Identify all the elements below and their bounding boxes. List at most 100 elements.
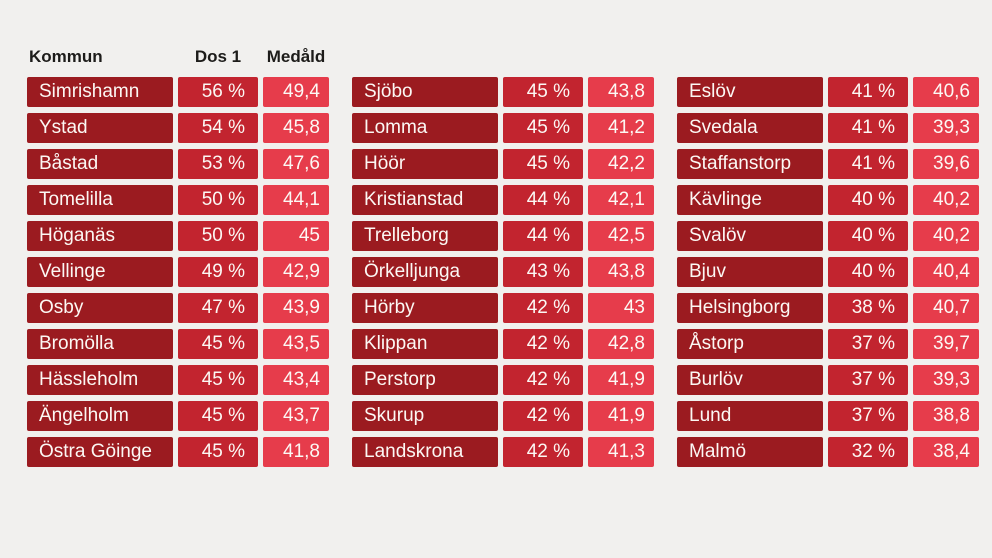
dos1-cell: 32 % [828,437,908,467]
dos1-cell: 42 % [503,329,583,359]
column-header-medald: Medåld [266,47,326,66]
table-row: Trelleborg 44 % 42,5 [352,221,654,251]
medald-cell: 40,6 [913,77,979,107]
kommun-cell: Lomma [352,113,498,143]
table-row: Östra Göinge 45 % 41,8 [27,437,329,467]
kommun-cell: Helsingborg [677,293,823,323]
kommun-cell: Vellinge [27,257,173,287]
medald-cell: 43 [588,293,654,323]
medald-cell: 39,3 [913,113,979,143]
medald-cell: 42,1 [588,185,654,215]
table-row: Höör 45 % 42,2 [352,149,654,179]
medald-cell: 40,7 [913,293,979,323]
medald-cell: 42,8 [588,329,654,359]
medald-cell: 39,7 [913,329,979,359]
dos1-cell: 47 % [178,293,258,323]
medald-cell: 38,8 [913,401,979,431]
kommun-cell: Åstorp [677,329,823,359]
dos1-cell: 45 % [178,329,258,359]
kommun-cell: Höör [352,149,498,179]
medald-cell: 43,9 [263,293,329,323]
medald-cell: 43,4 [263,365,329,395]
kommun-cell: Klippan [352,329,498,359]
dos1-cell: 42 % [503,293,583,323]
medald-cell: 39,3 [913,365,979,395]
dos1-cell: 53 % [178,149,258,179]
kommun-cell: Ystad [27,113,173,143]
kommun-cell: Kävlinge [677,185,823,215]
medald-cell: 43,8 [588,257,654,287]
table-row: Sjöbo 45 % 43,8 [352,77,654,107]
dos1-cell: 40 % [828,221,908,251]
medald-cell: 44,1 [263,185,329,215]
dos1-cell: 45 % [178,437,258,467]
table-row: Ystad 54 % 45,8 [27,113,329,143]
table-row: Ängelholm 45 % 43,7 [27,401,329,431]
table-row: Bjuv 40 % 40,4 [677,257,979,287]
table-column-3: Eslöv 41 % 40,6 Svedala 41 % 39,3 Staffanstorp… [677,77,979,467]
medald-cell: 38,4 [913,437,979,467]
medald-cell: 49,4 [263,77,329,107]
kommun-cell: Örkelljunga [352,257,498,287]
table-row: Staffanstorp 41 % 39,6 [677,149,979,179]
dos1-cell: 43 % [503,257,583,287]
medald-cell: 42,2 [588,149,654,179]
kommun-cell: Höganäs [27,221,173,251]
table-row: Höganäs 50 % 45 [27,221,329,251]
medald-cell: 41,9 [588,401,654,431]
kommun-cell: Kristianstad [352,185,498,215]
medald-cell: 40,2 [913,185,979,215]
kommun-cell: Hörby [352,293,498,323]
dos1-cell: 45 % [503,113,583,143]
dos1-cell: 56 % [178,77,258,107]
dos1-cell: 50 % [178,185,258,215]
medald-cell: 45 [263,221,329,251]
table-row: Simrishamn 56 % 49,4 [27,77,329,107]
kommun-cell: Malmö [677,437,823,467]
table-row: Skurup 42 % 41,9 [352,401,654,431]
kommun-cell: Trelleborg [352,221,498,251]
medald-cell: 43,8 [588,77,654,107]
table-row: Örkelljunga 43 % 43,8 [352,257,654,287]
dos1-cell: 50 % [178,221,258,251]
kommun-cell: Eslöv [677,77,823,107]
medald-cell: 41,9 [588,365,654,395]
medald-cell: 41,2 [588,113,654,143]
dos1-cell: 45 % [503,77,583,107]
kommun-cell: Simrishamn [27,77,173,107]
medald-cell: 45,8 [263,113,329,143]
dos1-cell: 54 % [178,113,258,143]
table-row: Burlöv 37 % 39,3 [677,365,979,395]
table-row: Tomelilla 50 % 44,1 [27,185,329,215]
kommun-cell: Östra Göinge [27,437,173,467]
table-row: Åstorp 37 % 39,7 [677,329,979,359]
dos1-cell: 49 % [178,257,258,287]
column-header-kommun: Kommun [29,47,103,66]
dos1-cell: 40 % [828,185,908,215]
dos1-cell: 41 % [828,149,908,179]
dos1-cell: 45 % [503,149,583,179]
dos1-cell: 37 % [828,401,908,431]
dos1-cell: 41 % [828,113,908,143]
medald-cell: 42,9 [263,257,329,287]
kommun-cell: Skurup [352,401,498,431]
table-row: Kävlinge 40 % 40,2 [677,185,979,215]
dos1-cell: 42 % [503,401,583,431]
medald-cell: 43,5 [263,329,329,359]
column-header-dos1: Dos 1 [194,47,242,66]
kommun-cell: Burlöv [677,365,823,395]
kommun-cell: Båstad [27,149,173,179]
dos1-cell: 42 % [503,437,583,467]
table-row: Perstorp 42 % 41,9 [352,365,654,395]
table-row: Eslöv 41 % 40,6 [677,77,979,107]
table-row: Hässleholm 45 % 43,4 [27,365,329,395]
table-row: Svalöv 40 % 40,2 [677,221,979,251]
table-row: Kristianstad 44 % 42,1 [352,185,654,215]
table-row: Lomma 45 % 41,2 [352,113,654,143]
dos1-cell: 38 % [828,293,908,323]
table-row: Vellinge 49 % 42,9 [27,257,329,287]
medald-cell: 41,8 [263,437,329,467]
table-row: Bromölla 45 % 43,5 [27,329,329,359]
dos1-cell: 42 % [503,365,583,395]
dos1-cell: 41 % [828,77,908,107]
